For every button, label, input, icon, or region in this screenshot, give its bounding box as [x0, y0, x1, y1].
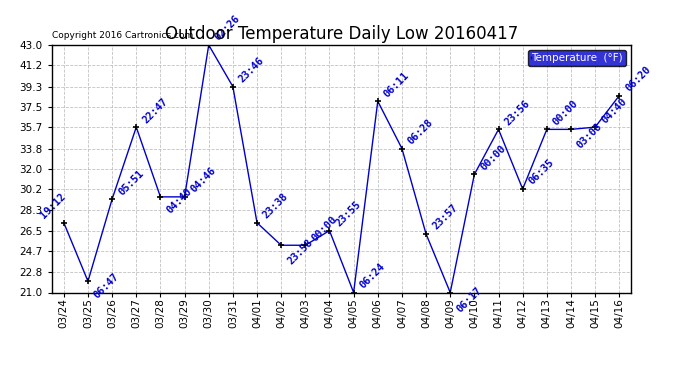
- Text: 23:56: 23:56: [503, 98, 532, 127]
- Text: 00:00: 00:00: [310, 214, 339, 243]
- Text: 19:12: 19:12: [39, 191, 68, 220]
- Text: 06:20: 06:20: [624, 64, 653, 93]
- Text: Copyright 2016 Cartronics.com: Copyright 2016 Cartronics.com: [52, 31, 193, 40]
- Text: 05:51: 05:51: [117, 168, 146, 197]
- Text: 04:40: 04:40: [600, 96, 629, 125]
- Text: 00:00: 00:00: [479, 143, 508, 172]
- Text: 06:11: 06:11: [382, 70, 411, 99]
- Text: 22:47: 22:47: [141, 96, 170, 125]
- Text: 23:55: 23:55: [334, 199, 363, 228]
- Text: 23:58: 23:58: [286, 237, 315, 267]
- Text: 06:28: 06:28: [406, 117, 435, 146]
- Legend: Temperature  (°F): Temperature (°F): [529, 50, 626, 66]
- Text: 06:17: 06:17: [455, 285, 484, 314]
- Text: 02:26: 02:26: [213, 13, 242, 43]
- Text: 23:38: 23:38: [262, 191, 290, 220]
- Text: 06:24: 06:24: [358, 261, 387, 290]
- Text: 04:40: 04:40: [165, 186, 194, 216]
- Text: 04:46: 04:46: [189, 165, 218, 195]
- Title: Outdoor Temperature Daily Low 20160417: Outdoor Temperature Daily Low 20160417: [165, 26, 518, 44]
- Text: 23:57: 23:57: [431, 202, 460, 232]
- Text: 03:08: 03:08: [575, 122, 604, 151]
- Text: 00:00: 00:00: [551, 98, 580, 127]
- Text: 23:46: 23:46: [237, 55, 266, 84]
- Text: 06:47: 06:47: [92, 271, 121, 300]
- Text: 06:35: 06:35: [527, 158, 556, 187]
